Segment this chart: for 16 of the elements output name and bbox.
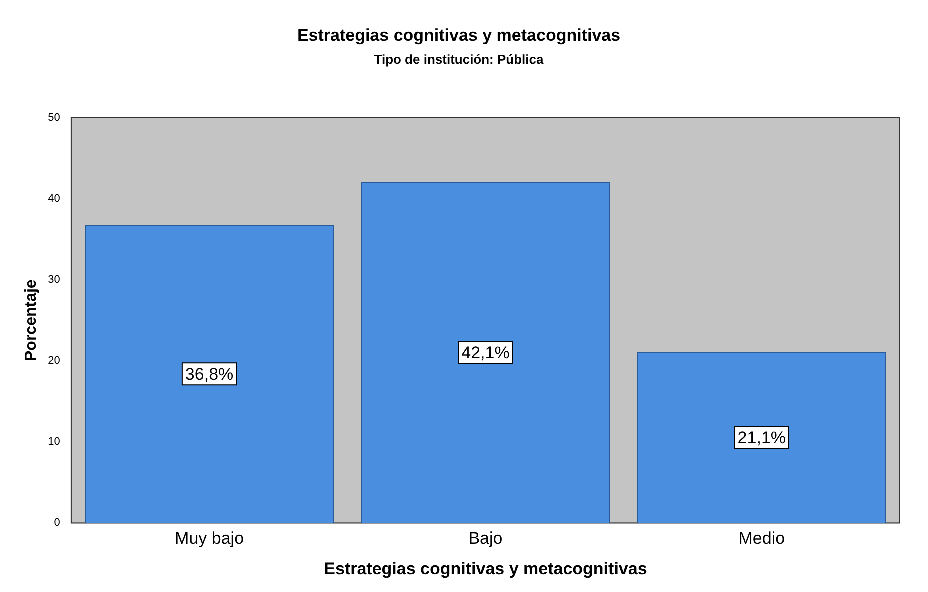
y-tick-label: 50 [48,112,60,124]
y-tick-label: 40 [48,193,60,206]
data-label: 36,8% [185,364,234,384]
y-axis-title: Porcentaje [23,280,40,362]
data-label: 42,1% [462,343,510,362]
x-axis-title: Estrategias cognitivas y metacognitivas [324,559,648,578]
y-tick-label: 0 [54,517,60,530]
y-tick-label: 30 [48,274,60,286]
data-label: 21,1% [738,428,786,448]
y-tick-label: 10 [48,436,60,448]
chart-title: Estrategias cognitivas y metacognitivas [297,26,621,45]
x-tick-label: Bajo [468,529,503,548]
chart-subtitle: Tipo de institución: Pública [374,52,545,67]
x-tick-label: Muy bajo [175,529,244,548]
y-tick-label: 20 [48,355,60,368]
x-tick-label: Medio [738,529,786,548]
